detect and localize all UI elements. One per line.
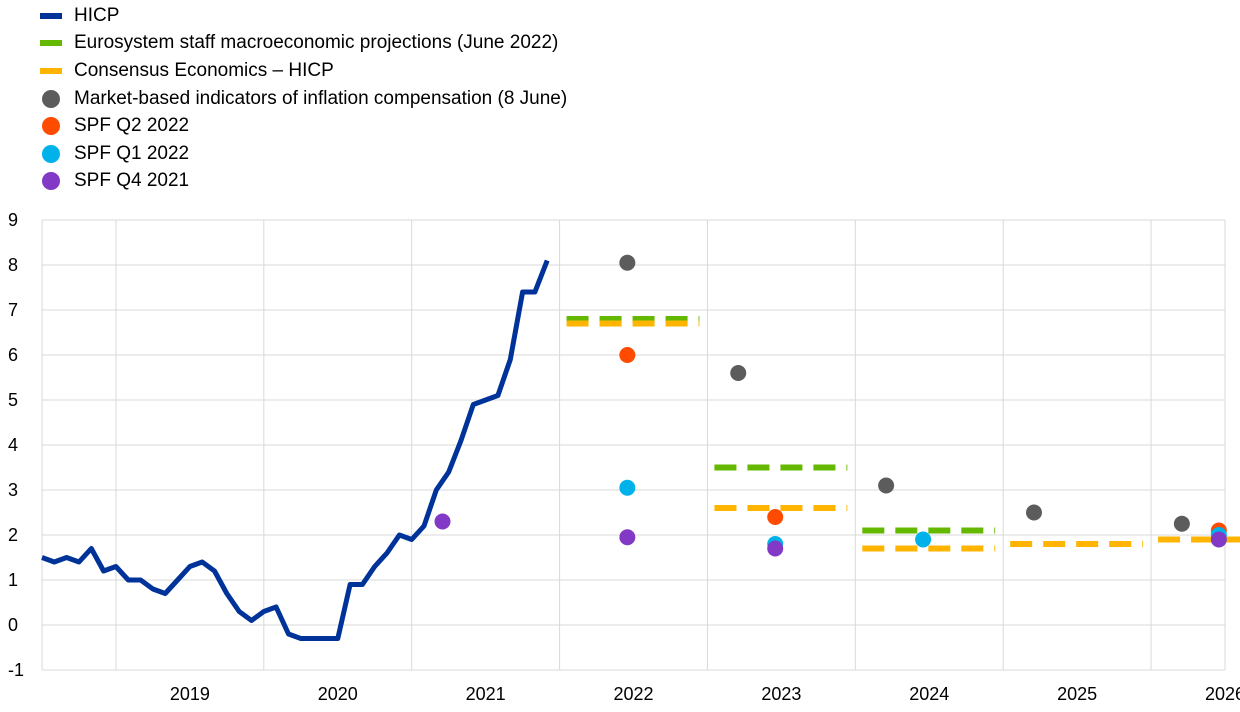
legend-swatch-spf_q1_2022 <box>42 144 60 163</box>
x-tick-label: 2021 <box>466 684 506 704</box>
legend-key-spf_q1_2022 <box>40 144 62 163</box>
y-tick-label: 0 <box>8 615 18 635</box>
market-point <box>878 477 895 494</box>
legend-label: SPF Q2 2022 <box>74 115 190 137</box>
x-tick-label: 2025 <box>1057 684 1097 704</box>
x-tick-label: 2024 <box>909 684 949 704</box>
legend-label: SPF Q4 2021 <box>74 170 190 192</box>
legend-item-spf_q4_2021: SPF Q4 2021 <box>40 168 567 196</box>
x-axis-ticks: 2019 2020 2021 2022 2023 2024 2025 2026 <box>170 684 1240 704</box>
market-point <box>619 254 636 271</box>
spf_q2_2022-point <box>619 347 636 363</box>
chart-legend: HICP Eurosystem staff macroeconomic proje… <box>40 2 567 195</box>
market-point <box>730 365 747 381</box>
spf_q4_2021-point <box>767 540 784 557</box>
market-point <box>1025 504 1042 521</box>
hicp-line <box>41 259 550 641</box>
legend-item-market: Market-based indicators of inflation com… <box>40 85 567 113</box>
spf_q4_2021-point <box>434 513 451 530</box>
x-tick-label: 2019 <box>170 684 210 704</box>
spf_q4_2021-point <box>1210 531 1227 548</box>
legend-item-hicp: HICP <box>40 2 567 30</box>
y-tick-label: 7 <box>8 300 18 320</box>
y-tick-label: 5 <box>8 390 18 410</box>
y-tick-label: 9 <box>8 210 18 230</box>
y-tick-label: 1 <box>8 570 18 590</box>
spf_q1_2022-point <box>619 479 636 496</box>
legend-key-market <box>40 89 62 108</box>
y-tick-label: 6 <box>8 345 18 365</box>
legend-item-spf_q2_2022: SPF Q2 2022 <box>40 112 567 140</box>
legend-key-eurosystem <box>40 34 62 52</box>
legend-swatch-spf_q4_2021 <box>42 172 60 191</box>
y-tick-label: -1 <box>8 660 24 680</box>
grid-lines <box>41 219 1226 671</box>
spf_q1_2022-point <box>915 531 932 548</box>
legend-label: Market-based indicators of inflation com… <box>74 87 568 109</box>
legend-key-spf_q4_2021 <box>40 172 62 191</box>
y-tick-label: 4 <box>8 435 18 455</box>
y-tick-label: 8 <box>8 255 18 275</box>
legend-item-eurosystem: Eurosystem staff macroeconomic projectio… <box>40 30 567 58</box>
market-point <box>1173 515 1190 532</box>
spf_q2_2022-point <box>767 509 784 525</box>
x-tick-label: 2026 <box>1205 684 1240 704</box>
x-tick-label: 2023 <box>761 684 801 704</box>
legend-key-hicp <box>40 7 62 25</box>
series-layer <box>41 254 1240 641</box>
legend-item-consensus: Consensus Economics – HICP <box>40 57 567 85</box>
legend-label: HICP <box>74 4 120 26</box>
spf_q4_2021-point <box>619 529 636 546</box>
legend-swatch-spf_q2_2022 <box>42 117 60 136</box>
legend-label: Consensus Economics – HICP <box>74 59 334 81</box>
legend-swatch-market <box>42 89 60 108</box>
legend-swatch-eurosystem <box>40 40 62 47</box>
x-tick-label: 2020 <box>318 684 358 704</box>
legend-swatch-hicp <box>40 12 62 19</box>
legend-key-spf_q2_2022 <box>40 117 62 136</box>
y-tick-label: 2 <box>8 525 18 545</box>
legend-label: Eurosystem staff macroeconomic projectio… <box>74 32 559 54</box>
legend-swatch-consensus <box>40 67 62 74</box>
x-tick-label: 2022 <box>613 684 653 704</box>
y-axis-ticks: -1 0 1 2 3 4 5 6 7 8 9 <box>8 210 24 680</box>
y-tick-label: 3 <box>8 480 18 500</box>
legend-item-spf_q1_2022: SPF Q1 2022 <box>40 140 567 168</box>
legend-key-consensus <box>40 62 62 80</box>
legend-label: SPF Q1 2022 <box>74 142 190 164</box>
